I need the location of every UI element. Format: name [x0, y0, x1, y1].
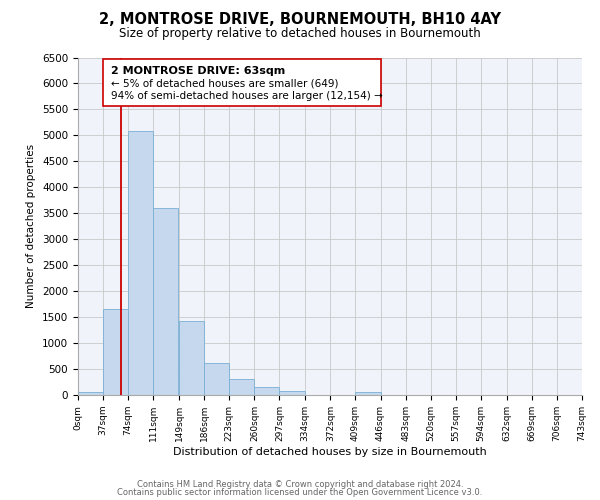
- Text: Contains HM Land Registry data © Crown copyright and database right 2024.: Contains HM Land Registry data © Crown c…: [137, 480, 463, 489]
- Bar: [254, 387, 280, 395]
- Y-axis label: Number of detached properties: Number of detached properties: [26, 144, 37, 308]
- Text: ← 5% of detached houses are smaller (649): ← 5% of detached houses are smaller (649…: [111, 78, 339, 88]
- Bar: [204, 363, 229, 395]
- Text: 94% of semi-detached houses are larger (12,154) →: 94% of semi-detached houses are larger (…: [111, 91, 383, 101]
- Text: 2 MONTROSE DRIVE: 63sqm: 2 MONTROSE DRIVE: 63sqm: [111, 66, 286, 76]
- Bar: [355, 392, 380, 395]
- Text: Size of property relative to detached houses in Bournemouth: Size of property relative to detached ho…: [119, 28, 481, 40]
- Bar: [128, 131, 153, 395]
- Text: 2, MONTROSE DRIVE, BOURNEMOUTH, BH10 4AY: 2, MONTROSE DRIVE, BOURNEMOUTH, BH10 4AY: [99, 12, 501, 28]
- Bar: [280, 392, 305, 395]
- X-axis label: Distribution of detached houses by size in Bournemouth: Distribution of detached houses by size …: [173, 446, 487, 456]
- Bar: [153, 208, 178, 395]
- Bar: [229, 379, 254, 395]
- Bar: [78, 392, 103, 395]
- Bar: [103, 310, 128, 395]
- Text: Contains public sector information licensed under the Open Government Licence v3: Contains public sector information licen…: [118, 488, 482, 497]
- Bar: [179, 321, 204, 395]
- Bar: [103, 59, 380, 106]
